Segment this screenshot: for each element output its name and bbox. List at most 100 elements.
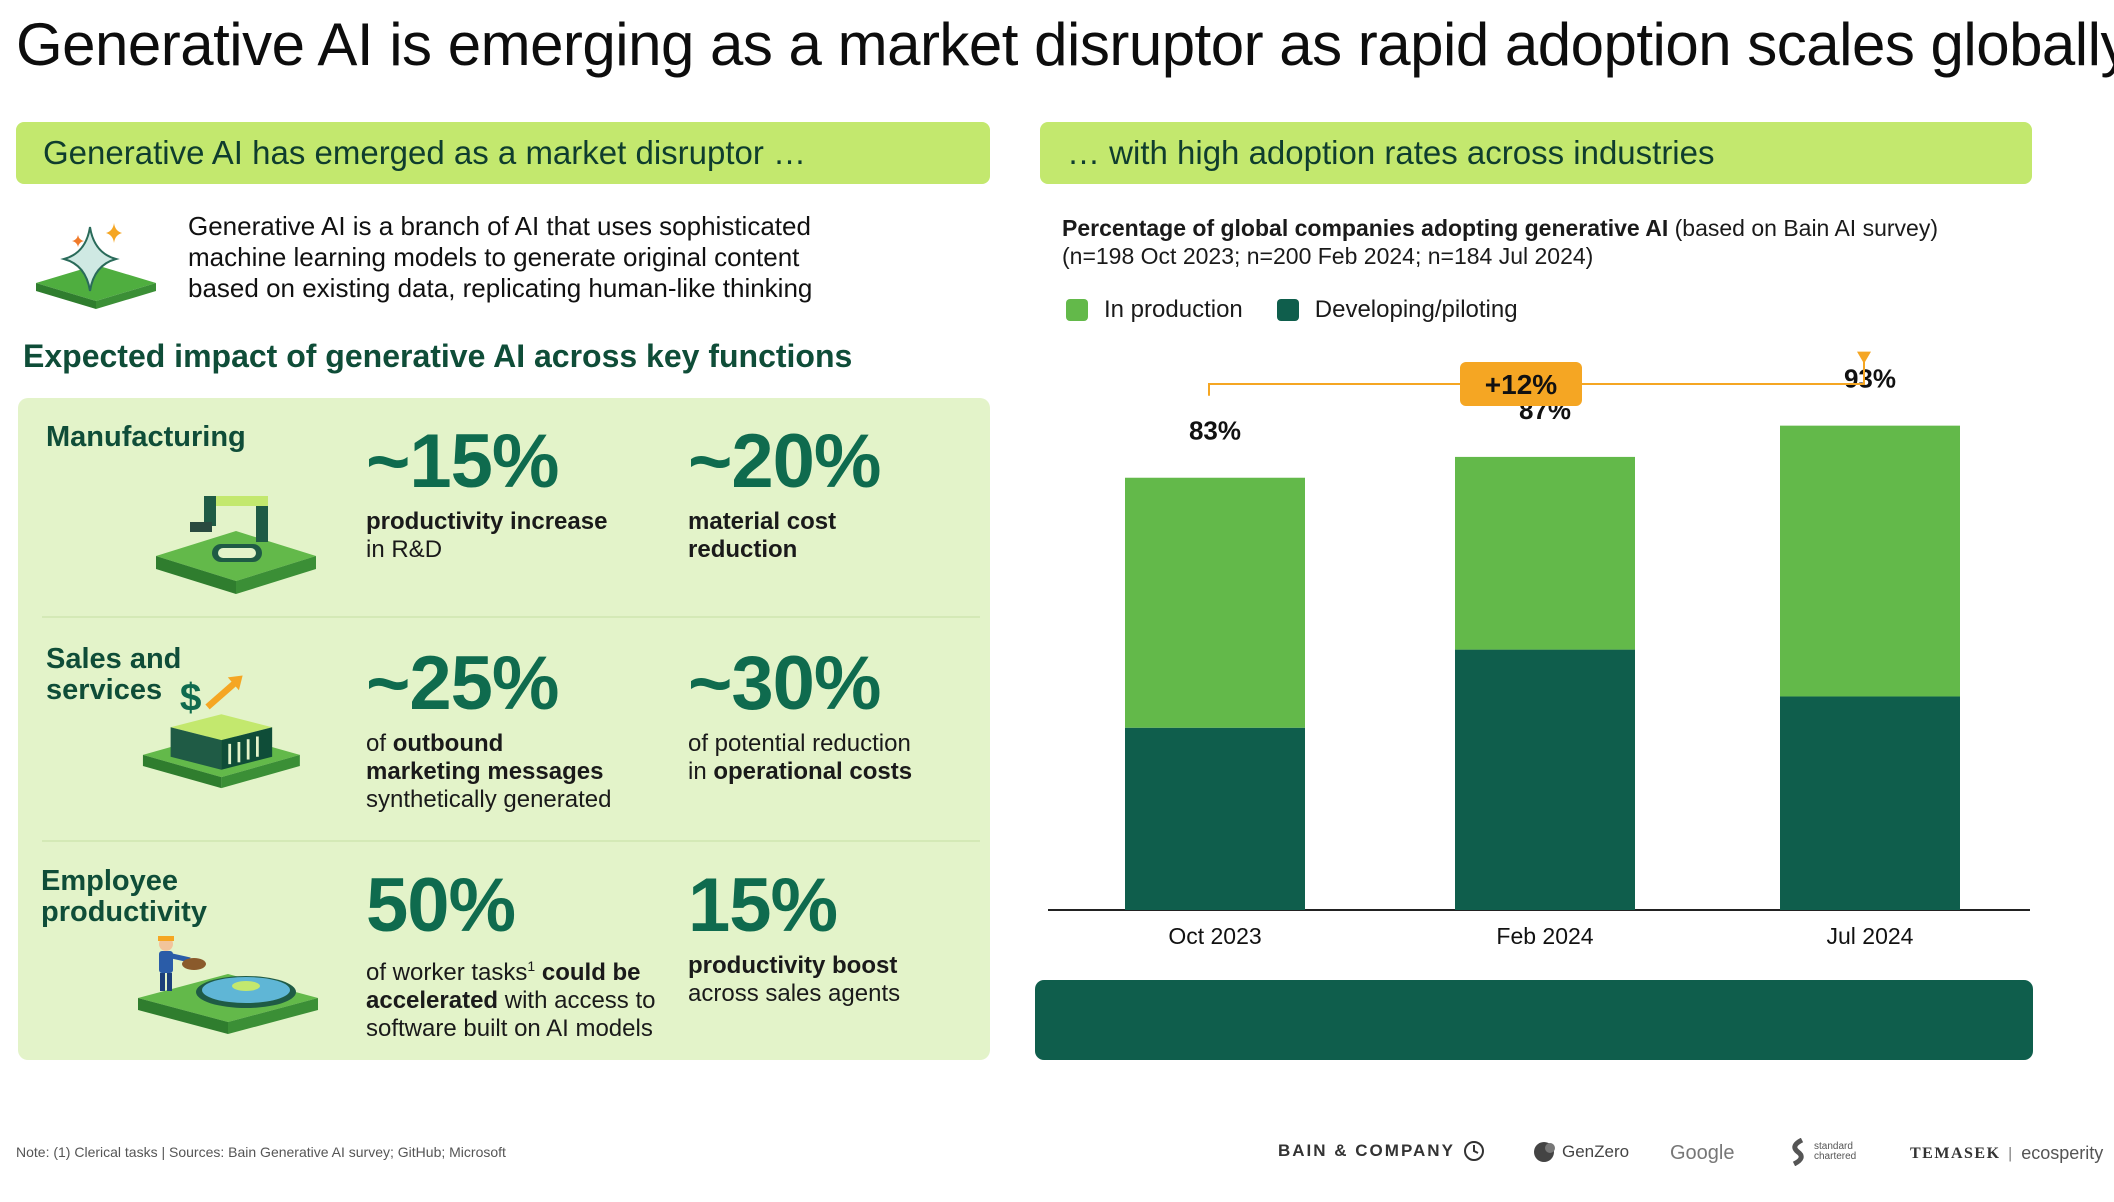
bar-developing-piloting	[1455, 649, 1635, 910]
legend-item-in-production: In production	[1066, 296, 1243, 324]
divider	[42, 840, 980, 842]
stat-sales-operational-costs: ~30% of potential reduction in operation…	[688, 644, 988, 786]
stat-value: 15%	[688, 863, 838, 948]
legend-label: Developing/piloting	[1314, 296, 1518, 323]
stat-sales-agent-productivity: 15% productivity boost across sales agen…	[688, 866, 988, 1008]
stat-desc-bold: marketing messages	[366, 758, 604, 785]
bar-in-production	[1125, 477, 1305, 728]
google-logo: Google	[1670, 1142, 1735, 1165]
stat-desc-bold: could be	[535, 959, 641, 986]
genzero-logo: GenZero	[1534, 1140, 1629, 1164]
legend-swatch	[1276, 299, 1299, 321]
stat-desc-bold: accelerated	[366, 987, 499, 1014]
stat-manufacturing-material-cost: ~20% material cost reduction	[688, 422, 988, 564]
sparkle-icon	[36, 223, 156, 309]
svg-text:$: $	[180, 677, 202, 720]
robot-arm-icon	[156, 496, 316, 594]
footnote: Note: (1) Clerical tasks | Sources: Bain…	[16, 1144, 506, 1160]
page-title: Generative AI is emerging as a market di…	[16, 11, 2114, 78]
genzero-mark-icon	[1534, 1142, 1555, 1162]
right-section-banner: … with high adoption rates across indust…	[1040, 122, 2032, 184]
stat-sales-marketing: ~25% of outbound marketing messages synt…	[366, 644, 666, 814]
growth-annotation: +12%	[1485, 369, 1557, 400]
stat-desc-bold: outbound	[392, 730, 504, 757]
stat-desc-pre: of	[366, 730, 393, 757]
chart-subtitle-bold: Percentage of global companies adopting …	[1062, 215, 1669, 241]
left-section-banner: Generative AI has emerged as a market di…	[16, 122, 990, 184]
stat-desc-bold: productivity boost	[688, 952, 898, 979]
left-banner-text: Generative AI has emerged as a market di…	[43, 134, 807, 171]
impact-panel: Manufacturing ~15% productivity increase…	[18, 398, 990, 1060]
stat-description: material cost reduction	[688, 508, 988, 564]
bar-total-label: 93%	[1844, 364, 1896, 394]
standard-chartered-logo: standard chartered	[1788, 1138, 1856, 1166]
stat-desc-rest: software built on AI models	[366, 1015, 653, 1042]
stat-desc-rest: in R&D	[366, 536, 443, 563]
ecosperity-logo-text: ecosperity	[2021, 1143, 2104, 1163]
bar-developing-piloting	[1125, 727, 1305, 910]
money-machine-icon: $	[142, 675, 300, 789]
stat-desc-rest: across sales agents	[688, 980, 901, 1007]
stat-desc-line-1: material cost	[688, 508, 837, 535]
chart-footer-bar	[1035, 980, 2033, 1060]
chart-subtitle-rest: (based on Bain AI survey)	[1668, 215, 1938, 241]
bar-total-label: 83%	[1189, 416, 1241, 446]
stat-manufacturing-productivity: ~15% productivity increase in R&D	[366, 422, 666, 564]
stat-worker-tasks: 50% of worker tasks1 could be accelerate…	[366, 866, 686, 1043]
stat-description: productivity increase in R&D	[366, 508, 666, 564]
stat-desc-bold: productivity increase	[366, 508, 608, 535]
temasek-logo: TEMASEK | ecosperity	[1910, 1143, 2103, 1164]
genzero-logo-text: GenZero	[1562, 1142, 1630, 1161]
chart-legend: In production Developing/piloting	[1066, 296, 1552, 324]
x-tick-label: Feb 2024	[1496, 923, 1593, 949]
stat-desc-line-1: of potential reduction	[688, 730, 911, 757]
growth-arrowhead	[1857, 351, 1871, 364]
stat-value: ~25%	[366, 641, 560, 726]
function-name-line-2: services	[46, 674, 163, 706]
legend-label: In production	[1104, 296, 1243, 323]
bar-in-production	[1780, 425, 1960, 697]
function-name-line-1: Sales and	[46, 643, 182, 675]
intro-line-2: machine learning models to generate orig…	[188, 242, 800, 272]
function-name-line-2: productivity	[41, 896, 207, 928]
stat-desc-pre: in	[688, 758, 714, 785]
stat-desc-pre: of worker tasks	[366, 959, 528, 986]
x-tick-label: Oct 2023	[1168, 923, 1261, 949]
divider	[42, 616, 980, 618]
stat-description: of outbound marketing messages synthetic…	[366, 730, 666, 814]
bar-in-production	[1455, 456, 1635, 650]
stat-desc-line-2: reduction	[688, 536, 798, 563]
bain-logo: BAIN & COMPANY	[1278, 1140, 1485, 1162]
function-manufacturing: Manufacturing	[46, 422, 276, 453]
logo-separator: |	[2008, 1144, 2014, 1162]
sc-logo-line-1: standard	[1814, 1141, 1853, 1152]
google-logo-text: Google	[1670, 1142, 1735, 1164]
bain-logo-text: BAIN & COMPANY	[1278, 1141, 1455, 1160]
growth-badge	[1460, 362, 1582, 406]
temasek-logo-text: TEMASEK	[1910, 1144, 2001, 1162]
worker-icon	[138, 936, 318, 1034]
stat-desc-mid: with access to	[498, 987, 656, 1014]
stat-description: productivity boost across sales agents	[688, 952, 988, 1008]
stat-description: of potential reduction in operational co…	[688, 730, 988, 786]
intro-line-1: Generative AI is a branch of AI that use…	[188, 211, 811, 241]
x-tick-label: Jul 2024	[1827, 923, 1914, 949]
intro-block: Generative AI is a branch of AI that use…	[26, 205, 826, 315]
stat-value: 50%	[366, 863, 516, 948]
stat-value: ~15%	[366, 419, 560, 504]
stat-value: ~20%	[688, 419, 882, 504]
legend-item-developing: Developing/piloting	[1276, 296, 1518, 324]
function-name-line-1: Employee	[41, 865, 178, 897]
stat-desc-rest: synthetically generated	[366, 786, 612, 813]
footnote-marker: 1	[527, 958, 536, 974]
standard-chartered-mark-icon	[1792, 1138, 1804, 1166]
intro-text: Generative AI is a branch of AI that use…	[188, 211, 828, 304]
intro-line-3: based on existing data, replicating huma…	[188, 273, 813, 303]
stat-value: ~30%	[688, 641, 882, 726]
function-name: Manufacturing	[46, 421, 246, 453]
chart-subtitle: Percentage of global companies adopting …	[1062, 214, 1962, 270]
impact-section-title: Expected impact of generative AI across …	[23, 338, 853, 374]
legend-swatch	[1066, 299, 1088, 321]
bain-clock-icon	[1463, 1141, 1484, 1161]
